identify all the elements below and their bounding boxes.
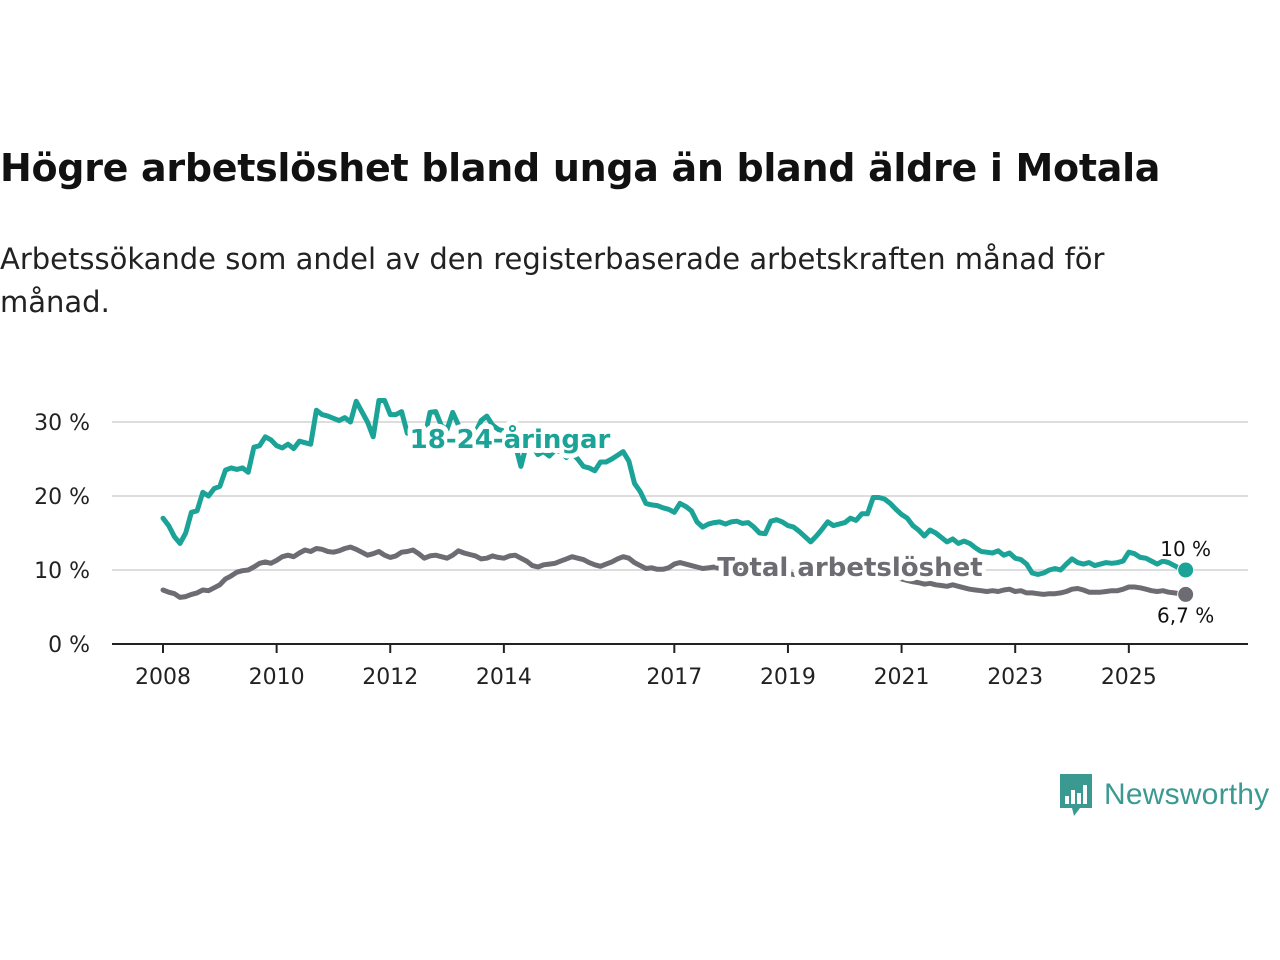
x-tick-label: 2010 [249,665,305,690]
x-tick-label: 2025 [1101,665,1157,690]
chart-subtitle: Arbetssökande som andel av den registerb… [0,242,1105,319]
series-name-label-0: 18-24-åringar [410,423,611,455]
gridlines [112,421,1248,571]
series-end-dot-1 [1177,585,1195,603]
series-end-label-0: 10 % [1160,537,1211,561]
line-chart: 0 % 10 % 20 % 30 % 2008 2010 2012 2014 2017 2019… [34,398,1248,690]
newsworthy-logo-icon [1060,774,1092,816]
y-tick-label: 0 % [48,633,90,658]
series-line-1 [160,544,1189,600]
y-tick-label: 20 % [34,485,90,510]
chart-title: Högre arbetslöshet bland unga än bland ä… [0,146,1161,190]
y-axis-ticks: 0 % 10 % 20 % 30 % [34,411,90,658]
series-end-dot-0 [1177,561,1195,579]
x-tick-label: 2021 [874,665,930,690]
series-end-label-1: 6,7 % [1157,603,1214,627]
series-labels: 18-24-åringar Total arbetslöshet 10 % 6,7 % [405,418,1218,630]
series-line-0 [160,398,1189,577]
y-tick-label: 10 % [34,559,90,584]
x-tick-label: 2023 [987,665,1043,690]
newsworthy-logo: Newsworthy [1058,772,1269,818]
y-tick-label: 30 % [34,411,90,436]
series-name-label-1: Total arbetslöshet [717,553,982,583]
x-tick-label: 2014 [476,665,532,690]
x-tick-label: 2017 [646,665,702,690]
x-tick-label: 2019 [760,665,816,690]
x-axis-ticks: 2008 2010 2012 2014 2017 2019 2021 2023 2025 [112,643,1248,690]
x-tick-label: 2008 [135,665,191,690]
newsworthy-logo-text: Newsworthy [1104,778,1270,811]
series-lines [160,398,1189,600]
x-tick-label: 2012 [362,665,418,690]
